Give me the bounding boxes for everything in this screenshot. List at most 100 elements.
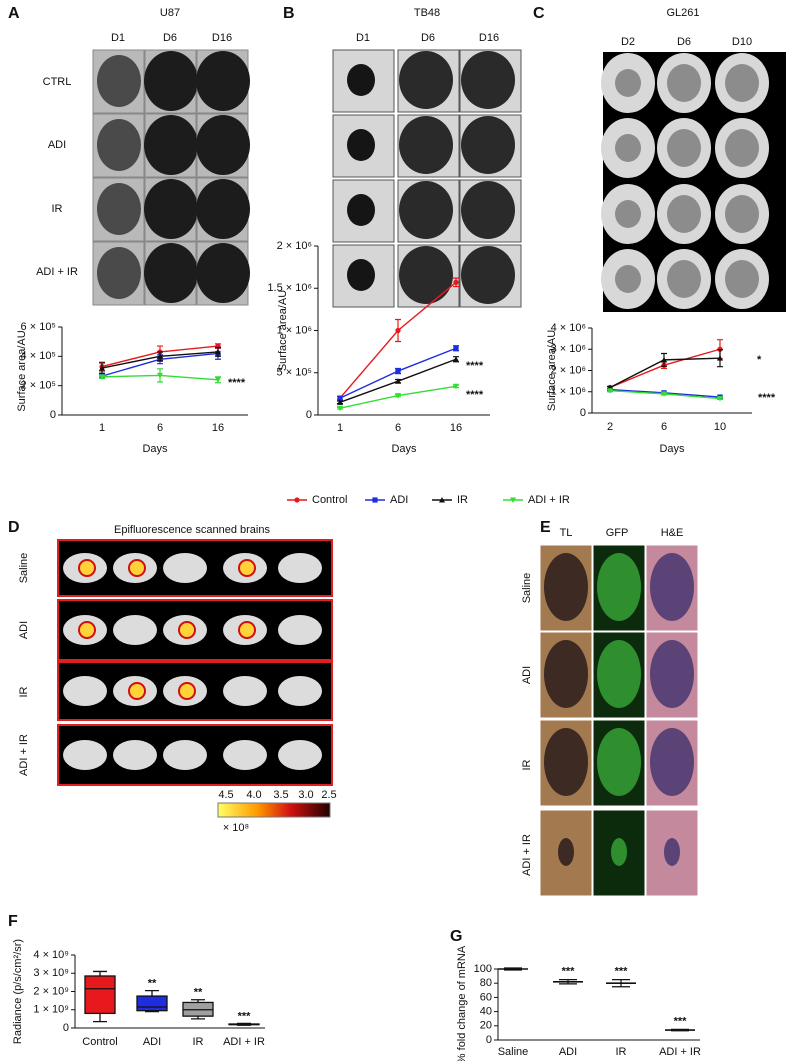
image-panels bbox=[57, 49, 786, 897]
tumor bbox=[544, 640, 588, 708]
y-tick-label: 2 × 10⁶ bbox=[551, 364, 586, 376]
spheroid bbox=[399, 181, 453, 239]
x-tick-label: Control bbox=[82, 1036, 117, 1048]
spheroid bbox=[196, 243, 250, 303]
brain bbox=[63, 676, 107, 706]
spheroid bbox=[399, 116, 453, 174]
spheroid bbox=[615, 265, 641, 293]
panel-title: U87 bbox=[160, 7, 180, 19]
legend-marker bbox=[372, 497, 378, 503]
panel-title: GL261 bbox=[666, 7, 699, 19]
spheroid bbox=[461, 246, 515, 304]
annotation: **** bbox=[228, 377, 246, 389]
panel-letter: D bbox=[8, 519, 20, 536]
brain bbox=[163, 740, 207, 770]
x-axis-label: Days bbox=[659, 443, 685, 455]
marker bbox=[337, 399, 343, 405]
x-tick-label: ADI + IR bbox=[659, 1046, 701, 1058]
marker bbox=[395, 327, 401, 334]
y-tick-label: 0 bbox=[306, 409, 312, 421]
row-label: IR bbox=[52, 203, 63, 215]
marker bbox=[395, 378, 401, 384]
column-label: D16 bbox=[479, 32, 499, 44]
marker bbox=[395, 393, 401, 399]
colorbar-tick-label: 3.0 bbox=[298, 789, 313, 801]
brain bbox=[278, 740, 322, 770]
x-axis-label: Days bbox=[391, 443, 417, 455]
y-tick-label: 0 bbox=[486, 1034, 492, 1046]
colorbar-tick-label: 3.5 bbox=[273, 789, 288, 801]
spheroid bbox=[725, 129, 759, 167]
row-label: ADI + IR bbox=[18, 734, 30, 776]
spheroid bbox=[97, 247, 141, 299]
tumor bbox=[558, 838, 574, 866]
brain bbox=[113, 615, 157, 645]
y-tick-label: 4 × 10⁹ bbox=[33, 949, 69, 961]
spheroid bbox=[399, 51, 453, 109]
y-axis-label: Radiance (p/s/cm²/sr) bbox=[12, 939, 24, 1044]
annotation: **** bbox=[758, 392, 776, 404]
row-label: ADI + IR bbox=[36, 266, 78, 278]
spheroid bbox=[97, 183, 141, 235]
y-tick-label: 100 bbox=[474, 963, 492, 975]
row-label: ADI bbox=[48, 139, 66, 151]
marker bbox=[337, 395, 343, 401]
signal bbox=[128, 682, 146, 700]
x-tick-label: Saline bbox=[498, 1046, 529, 1058]
y-tick-label: 4 × 10⁶ bbox=[551, 322, 586, 334]
y-axis-label: % fold change of mRNA bbox=[456, 945, 468, 1061]
x-tick-label: 10 bbox=[714, 421, 726, 433]
spheroid bbox=[667, 260, 701, 298]
x-tick-label: 1 bbox=[337, 422, 343, 434]
row-label: Saline bbox=[18, 553, 30, 584]
brain bbox=[278, 553, 322, 583]
marker bbox=[337, 405, 343, 412]
row-label: CTRL bbox=[43, 76, 72, 88]
y-tick-label: 2 × 10⁶ bbox=[277, 240, 312, 252]
y-tick-label: 40 bbox=[480, 1006, 492, 1018]
spheroid bbox=[667, 64, 701, 102]
spheroid bbox=[667, 195, 701, 233]
annotation: **** bbox=[466, 360, 484, 372]
tumor bbox=[597, 728, 641, 796]
y-tick-label: 0 bbox=[63, 1022, 69, 1034]
tumor bbox=[650, 728, 694, 796]
annotation: *** bbox=[674, 1015, 688, 1027]
panel-letter: E bbox=[540, 519, 551, 536]
y-tick-label: 1 × 10⁹ bbox=[33, 1004, 69, 1016]
brain bbox=[113, 740, 157, 770]
panel-letter: G bbox=[450, 928, 462, 945]
x-tick-label: ADI bbox=[143, 1036, 161, 1048]
marker bbox=[717, 355, 723, 361]
spheroid bbox=[461, 51, 515, 109]
x-tick-label: 6 bbox=[661, 421, 667, 433]
marker bbox=[157, 372, 163, 379]
tumor bbox=[611, 838, 627, 866]
spheroid bbox=[615, 69, 641, 97]
panel-letter: C bbox=[533, 5, 545, 22]
row-label: ADI bbox=[521, 666, 533, 684]
signal bbox=[78, 621, 96, 639]
panel-letter: A bbox=[8, 5, 20, 22]
x-tick-label: 1 bbox=[99, 422, 105, 434]
colorbar-tick-label: 2.5 bbox=[321, 789, 336, 801]
panel-title: TB48 bbox=[414, 7, 440, 19]
x-tick-label: IR bbox=[193, 1036, 204, 1048]
marker bbox=[215, 348, 221, 355]
legend-marker bbox=[510, 497, 516, 503]
y-axis-label: Surface area/AU bbox=[546, 330, 558, 411]
spheroid bbox=[461, 181, 515, 239]
panel-title: Epifluorescence scanned brains bbox=[114, 524, 270, 536]
spheroid bbox=[667, 129, 701, 167]
y-tick-label: 1 × 10⁶ bbox=[277, 324, 312, 336]
marker bbox=[157, 353, 163, 359]
annotation: *** bbox=[562, 966, 576, 978]
y-tick-label: 6 × 10⁵ bbox=[21, 321, 56, 333]
colorbar-tick-label: 4.5 bbox=[218, 789, 233, 801]
annotation: *** bbox=[238, 1010, 252, 1022]
colorbar-tick-label: 4.0 bbox=[246, 789, 261, 801]
marker bbox=[99, 365, 105, 371]
y-axis-label: Surface area/AU bbox=[16, 330, 28, 411]
spheroid bbox=[615, 134, 641, 162]
spheroid bbox=[144, 243, 198, 303]
